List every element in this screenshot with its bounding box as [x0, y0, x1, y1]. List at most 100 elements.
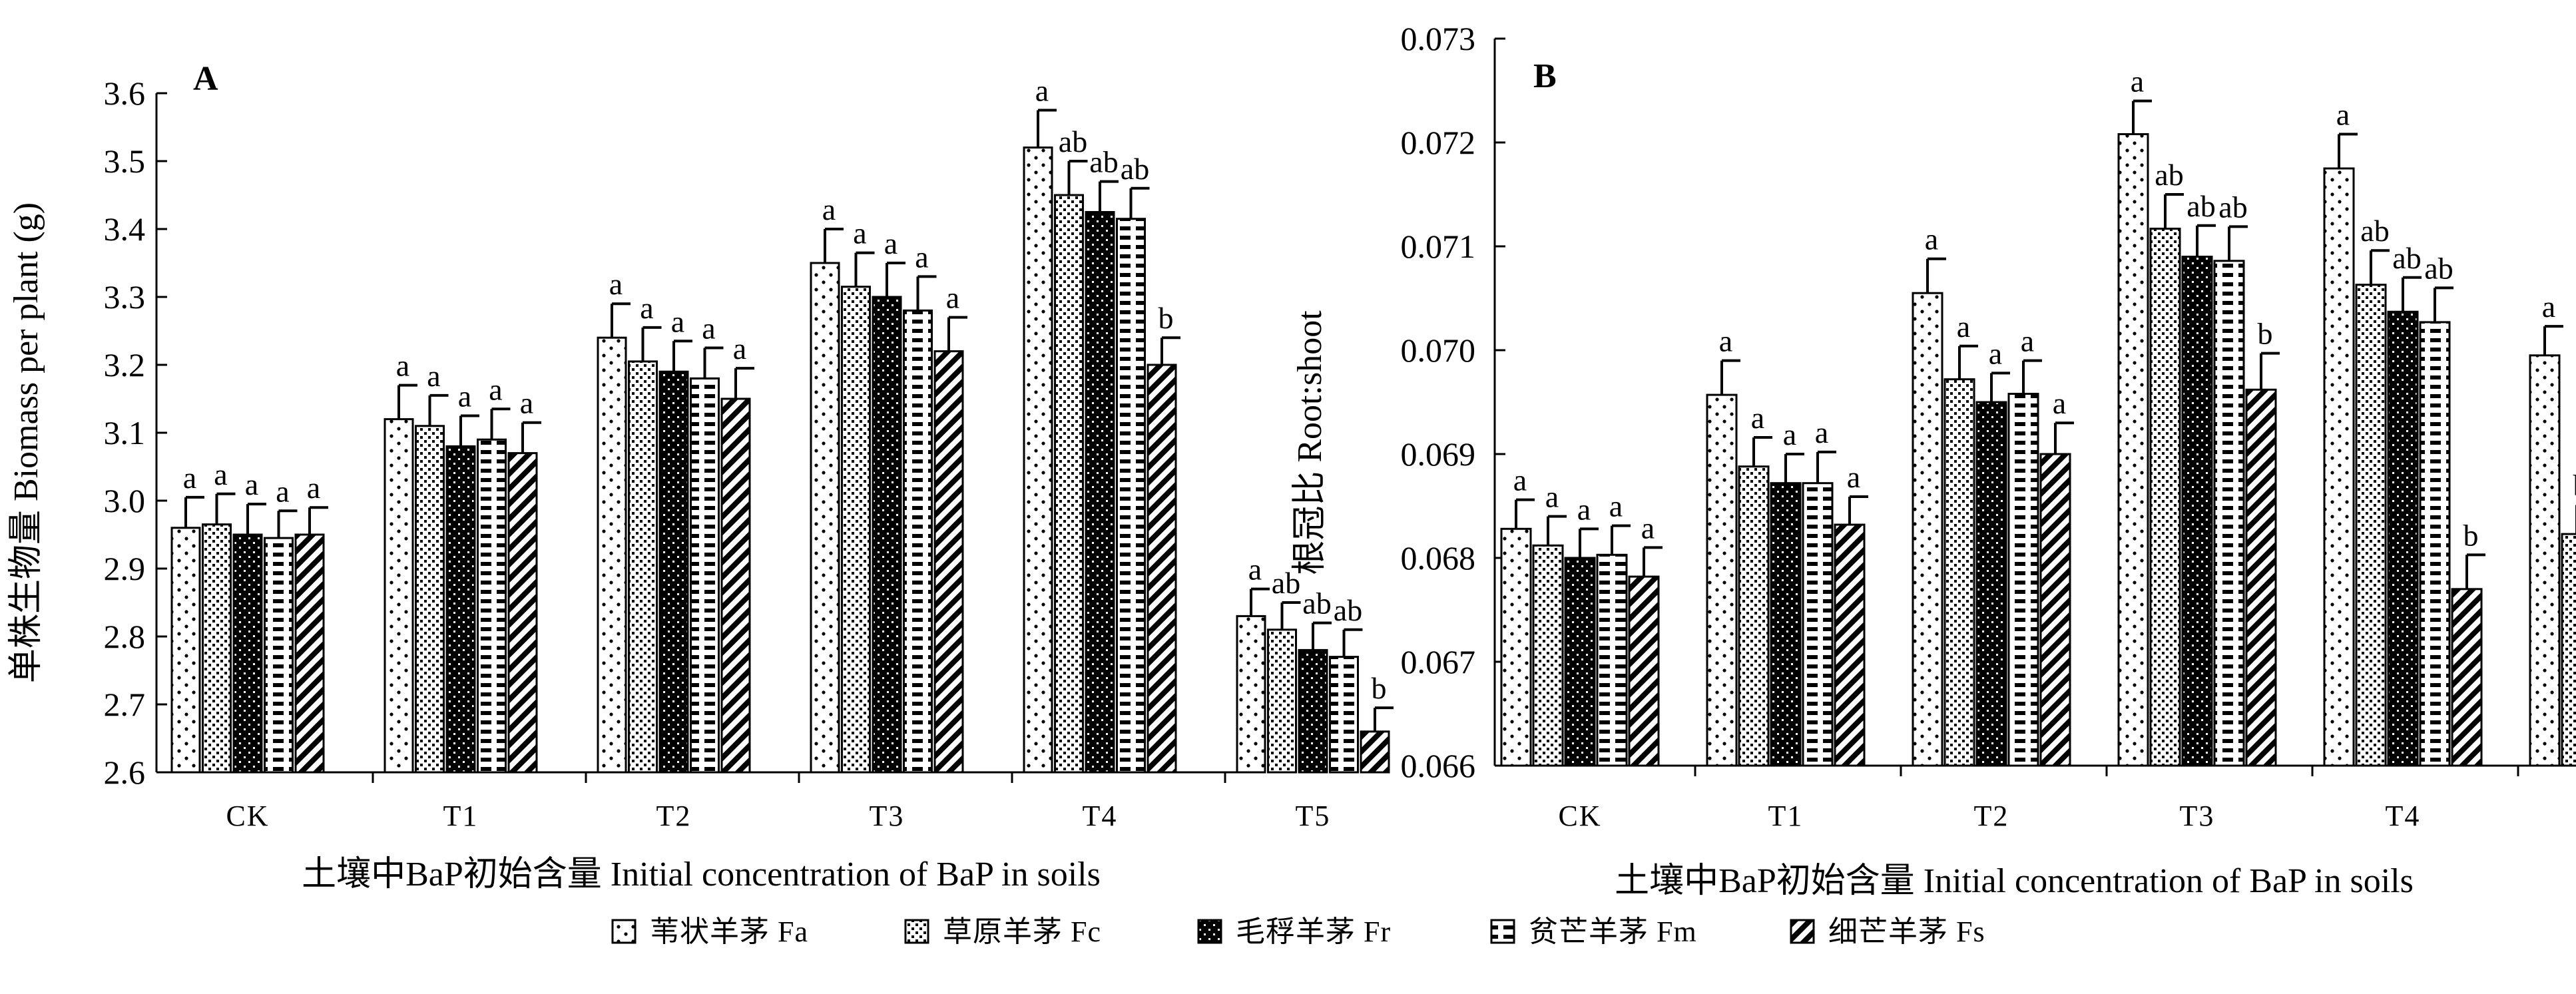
bar — [445, 445, 476, 774]
bar — [232, 533, 263, 774]
significance-label: a — [1751, 401, 1764, 435]
significance-label: ab — [1089, 145, 1118, 179]
significance-label: a — [427, 359, 440, 393]
bar — [933, 350, 964, 774]
legend-label-fr: 毛稃羊茅 Fr — [1236, 915, 1391, 948]
y-tick-label: 3.4 — [104, 210, 146, 248]
y-tick-label: 3.3 — [104, 278, 146, 316]
significance-label: a — [307, 471, 320, 505]
significance-label: a — [276, 474, 289, 508]
significance-label: a — [1989, 336, 2002, 370]
bar — [841, 286, 871, 774]
significance-label: a — [1545, 480, 1559, 514]
bar — [1054, 194, 1084, 774]
bar — [1738, 465, 1770, 767]
bar — [2149, 227, 2181, 767]
significance-label: a — [2542, 290, 2555, 324]
category-label-ck: CK — [1558, 800, 1601, 832]
significance-label: a — [853, 216, 866, 250]
bar — [477, 438, 507, 774]
y-tick-label: 2.9 — [104, 550, 146, 587]
bar — [2213, 260, 2245, 767]
x-axis-title-a: 土壤中BaP初始含量 Initial concentration of BaP … — [302, 856, 1101, 893]
chart-panel-a: 2.6 2.7 2.8 2.9 3.0 3.1 3.2 3.3 3.4 3.5 3.6 CK T1 T2 T… — [104, 74, 1394, 832]
bar — [1628, 575, 1660, 767]
bar — [2007, 393, 2039, 767]
bar — [628, 360, 658, 774]
significance-label: a — [2336, 98, 2350, 132]
bar — [1236, 615, 1266, 774]
bar — [2181, 256, 2213, 767]
significance-label: a — [1847, 460, 1860, 494]
bar — [690, 377, 720, 774]
significance-label: ab — [2155, 158, 2183, 192]
significance-label: a — [183, 461, 196, 495]
y-tick-label: 0.069 — [1401, 435, 1476, 473]
bar — [2117, 133, 2149, 767]
panel-label-b: B — [1533, 57, 1557, 95]
legend-swatch-fr — [1197, 919, 1222, 944]
bar — [1943, 378, 1975, 767]
bar — [810, 262, 840, 774]
category-label-t5: T5 — [1296, 800, 1331, 832]
significance-label: a — [1957, 310, 1970, 344]
bar — [1975, 401, 2007, 767]
y-tick-label: 3.5 — [104, 142, 146, 180]
legend-label-fm: 贫芒羊茅 Fm — [1529, 915, 1697, 948]
bar — [2419, 321, 2451, 767]
bar — [1023, 146, 1053, 774]
significance-label: a — [640, 291, 653, 325]
bar — [1834, 523, 1866, 767]
y-tick-label: 3.0 — [104, 482, 146, 519]
significance-label: a — [1783, 417, 1796, 451]
significance-label: a — [2021, 324, 2034, 358]
category-label-t2: T2 — [656, 800, 692, 832]
bar — [1802, 482, 1834, 767]
bar — [720, 397, 751, 774]
y-tick-label: 0.073 — [1401, 20, 1476, 57]
bar — [1085, 211, 1115, 774]
significance-label: b — [1159, 301, 1174, 335]
legend-swatch-fs — [1790, 919, 1815, 944]
y-axis-title-b: 根冠比 Root:shoot — [1291, 310, 1329, 575]
significance-label: a — [946, 281, 959, 315]
bar — [2451, 588, 2483, 767]
significance-label: a — [1513, 463, 1527, 497]
legend-swatch-fc — [904, 919, 929, 944]
category-label-t1: T1 — [443, 800, 479, 832]
significance-label: b — [2463, 518, 2479, 552]
bar — [1596, 553, 1628, 767]
significance-label: a — [2053, 386, 2066, 420]
y-tick-label: 0.066 — [1401, 747, 1476, 784]
bar — [507, 452, 538, 774]
bar — [658, 370, 689, 774]
legend: 苇状羊茅 Fa 草原羊茅 Fc 毛稃羊茅 Fr 贫芒羊茅 Fm 细芒羊茅 Fs — [611, 915, 1985, 948]
significance-label: a — [489, 372, 502, 406]
bar — [1500, 527, 1532, 767]
bar — [1329, 656, 1359, 774]
significance-label: ab — [1121, 152, 1149, 186]
significance-label: a — [1925, 222, 1938, 256]
significance-label: a — [1248, 553, 1262, 587]
category-label-t3: T3 — [2180, 800, 2215, 832]
category-label-t2: T2 — [1974, 800, 2009, 832]
significance-label: a — [458, 379, 471, 413]
y-tick-label: 0.067 — [1401, 643, 1476, 680]
bar — [2323, 167, 2355, 767]
bar — [1532, 544, 1564, 767]
legend-label-fs: 细芒羊茅 Fs — [1828, 915, 1985, 948]
significance-label: ab — [2187, 189, 2215, 223]
category-label-t3: T3 — [870, 800, 905, 832]
y-tick-label: 2.6 — [104, 754, 146, 791]
legend-label-fa: 苇状羊茅 Fa — [650, 915, 808, 948]
significance-label: a — [915, 240, 928, 274]
bar — [1116, 218, 1146, 774]
bar — [1267, 628, 1297, 774]
category-label-t4: T4 — [1083, 800, 1118, 832]
significance-label: ab — [1059, 124, 1087, 158]
significance-label: ab — [2360, 214, 2389, 248]
legend-label-fc: 草原羊茅 Fc — [943, 915, 1101, 948]
significance-label: b — [2573, 468, 2576, 502]
y-tick-label: 2.7 — [104, 686, 146, 723]
bar — [597, 336, 627, 774]
